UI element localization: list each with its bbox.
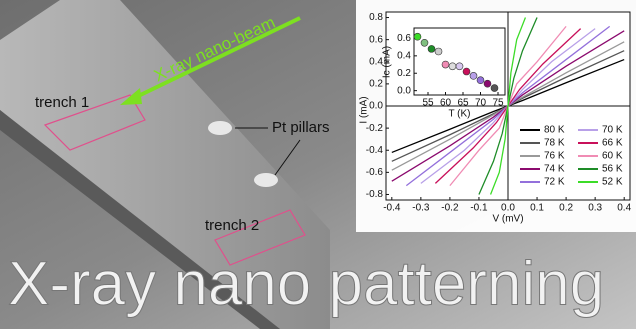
x-tick-label: 70 bbox=[475, 98, 487, 109]
banner: X-ray nano patterning bbox=[8, 249, 604, 318]
plot-frame bbox=[414, 28, 505, 95]
y-axis-label: Ic (mA) bbox=[382, 46, 393, 78]
y-tick-label: 0.0 bbox=[397, 85, 411, 96]
x-tick-label: -0.4 bbox=[383, 203, 401, 214]
chart: -0.4 -0.3 -0.2 -0.1 0.0 0.1 0.2 0.3 0.4 0.8 0.6 0.4… bbox=[359, 12, 632, 225]
legend-label: 60 K bbox=[602, 151, 623, 162]
pillars-label: Pt pillars bbox=[272, 119, 330, 136]
x-axis-label: V (mV) bbox=[492, 214, 523, 225]
y-tick-label: -0.6 bbox=[366, 167, 384, 178]
ic-point bbox=[435, 48, 442, 55]
pillar bbox=[254, 173, 278, 187]
x-tick-label: 0.1 bbox=[530, 203, 544, 214]
ic-point bbox=[470, 72, 477, 79]
ic-point bbox=[421, 39, 428, 46]
x-tick-label: 0.4 bbox=[617, 203, 631, 214]
x-tick-label: -0.1 bbox=[470, 203, 488, 214]
y-tick-label: 0.2 bbox=[397, 68, 411, 79]
page: X-ray nano-beam trench 1 Pt pillars tren… bbox=[0, 0, 636, 329]
ic-point bbox=[463, 68, 470, 75]
ic-point bbox=[484, 80, 491, 87]
legend-label: 52 K bbox=[602, 177, 623, 188]
y-tick-label: 0.8 bbox=[369, 12, 383, 23]
legend-label: 66 K bbox=[602, 138, 623, 149]
legend-label: 80 K bbox=[544, 125, 565, 136]
trench-label: trench 2 bbox=[205, 217, 259, 234]
x-tick-label: -0.3 bbox=[412, 203, 430, 214]
y-tick-label: 0.4 bbox=[397, 50, 411, 61]
x-tick-label: 60 bbox=[440, 98, 452, 109]
ic-point bbox=[449, 63, 456, 70]
y-tick-label: -0.8 bbox=[366, 189, 384, 200]
legend-label: 56 K bbox=[602, 164, 623, 175]
y-tick-label: 0.6 bbox=[369, 34, 383, 45]
x-tick-label: -0.2 bbox=[441, 203, 459, 214]
pillar bbox=[208, 121, 232, 135]
legend-label: 74 K bbox=[544, 164, 565, 175]
x-tick-label: 0.2 bbox=[559, 203, 573, 214]
x-tick-label: 0.3 bbox=[588, 203, 602, 214]
legend-label: 76 K bbox=[544, 151, 565, 162]
trench-label: trench 1 bbox=[35, 94, 89, 111]
x-tick-label: 75 bbox=[492, 98, 504, 109]
legend-label: 78 K bbox=[544, 138, 565, 149]
y-axis-label: I (mA) bbox=[359, 96, 370, 123]
x-tick-label: 55 bbox=[422, 98, 434, 109]
ic-point bbox=[428, 45, 435, 52]
ic-point bbox=[442, 61, 449, 68]
legend-label: 72 K bbox=[544, 177, 565, 188]
graphic: X-ray nano-beam trench 1 Pt pillars tren… bbox=[0, 0, 636, 329]
ic-point bbox=[477, 77, 484, 84]
x-axis-label: T (K) bbox=[448, 109, 470, 120]
ic-point bbox=[491, 85, 498, 92]
x-tick-label: 65 bbox=[457, 98, 469, 109]
x-tick-label: 0.0 bbox=[501, 203, 515, 214]
y-tick-label: -0.4 bbox=[366, 145, 384, 156]
y-tick-label: 0.0 bbox=[369, 101, 383, 112]
ic-point bbox=[456, 63, 463, 70]
ic-point bbox=[414, 33, 421, 40]
y-tick-label: 0.2 bbox=[369, 79, 383, 90]
y-tick-label: 0.6 bbox=[397, 33, 411, 44]
legend-label: 70 K bbox=[602, 125, 623, 136]
